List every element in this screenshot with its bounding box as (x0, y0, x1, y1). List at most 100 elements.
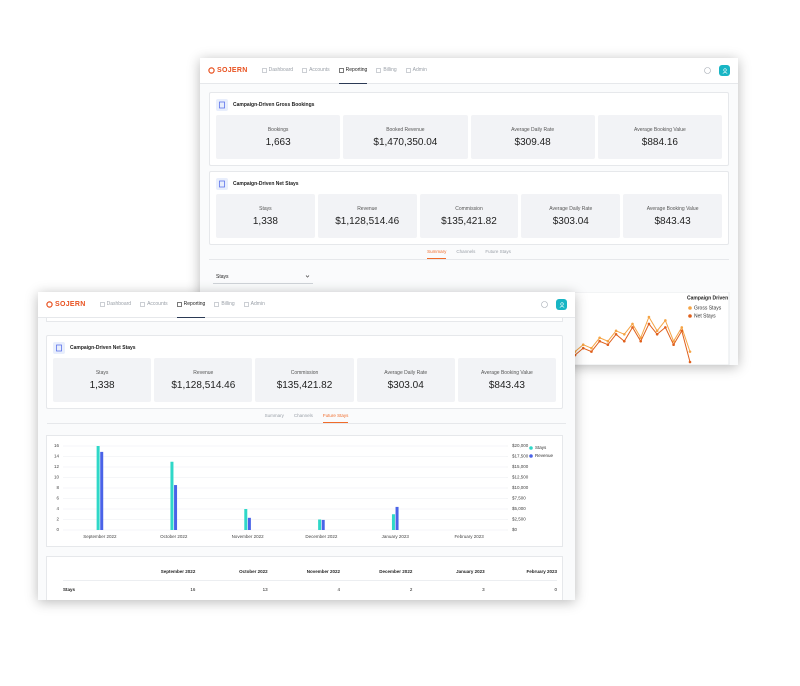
y2-tick-label: $20,000 (512, 443, 529, 448)
legend-marker (688, 306, 692, 310)
y-tick-label: 8 (56, 485, 59, 490)
y2-tick-label: $12,500 (512, 475, 529, 480)
avatar-button[interactable] (719, 65, 730, 76)
nav-tab[interactable]: Accounts (140, 292, 168, 318)
metric-box: Average Daily Rate $309.48 (470, 115, 595, 159)
y-tick-label: 2 (56, 517, 59, 522)
metric-label: Stays (95, 369, 109, 376)
line-point (622, 333, 626, 336)
metric-label: Average Booking Value (633, 126, 686, 133)
nav-tab-icon (214, 301, 220, 307)
card-icon-shape (56, 344, 62, 351)
logo-icon (208, 67, 215, 74)
metric-label: Stays (259, 205, 272, 212)
nav-tab[interactable]: Dashboard (261, 58, 293, 84)
line-point (614, 329, 618, 333)
nav-tab[interactable]: Reporting (338, 58, 368, 84)
nav-tab[interactable]: Reporting (176, 292, 206, 318)
x-tick-label: February 2023 (454, 534, 484, 539)
report-tab[interactable]: Future Stays (485, 249, 511, 254)
metric-row: Bookings 1,663 Booked Revenue $1,470,350.04… (216, 115, 722, 159)
table-header-cell: November 2022 (306, 569, 340, 574)
report-tab[interactable]: Channels (293, 413, 313, 418)
metric-label: Bookings (267, 126, 289, 133)
metric-label: Average Daily Rate (384, 369, 428, 376)
avatar-icon (722, 67, 727, 74)
chevron (305, 275, 310, 278)
line-point (647, 322, 651, 326)
avatar-body (722, 71, 727, 74)
nav-tab-label: Reporting (183, 301, 206, 307)
avatar-head (722, 67, 727, 72)
card-icon-bg (216, 98, 228, 111)
nav-tab[interactable]: Billing (376, 58, 397, 84)
card-icon (216, 177, 228, 190)
bar (96, 446, 100, 530)
table-header-cell: December 2022 (379, 569, 413, 574)
card-icon-bg (53, 341, 65, 354)
nav-tab-label: Dashboard (106, 301, 132, 307)
metric-value: $303.04 (387, 379, 424, 391)
metric-box: Revenue $1,128,514.46 (317, 194, 417, 238)
report-tabs: Summary Channels Future Stays (47, 411, 566, 424)
nav-tab[interactable]: Dashboard (99, 292, 132, 318)
metric-card: Campaign-Driven Net Stays Stays 1,338 Reven… (209, 171, 729, 245)
report-tab[interactable]: Summary (264, 413, 284, 418)
report-tab[interactable]: Future Stays (322, 411, 349, 423)
metric-card: Campaign-Driven Net Stays Stays 1,338 Reven… (46, 335, 563, 409)
line-point (631, 326, 634, 329)
table-header-cell: September 2022 (160, 569, 196, 574)
metric-label: Average Booking Value (481, 369, 533, 376)
nav-icon-shape (376, 67, 382, 73)
nav-tab[interactable]: Accounts (302, 58, 330, 84)
metric-label: Booked Revenue (386, 126, 425, 133)
metric-value: $303.04 (552, 215, 589, 227)
nav-tab[interactable]: Billing (214, 292, 235, 318)
nav-tab[interactable]: Admin (243, 292, 265, 318)
line-point (672, 343, 675, 346)
card-header: Campaign-Driven Gross Bookings (216, 98, 722, 111)
legend-marker (529, 446, 533, 450)
metric-label: Average Daily Rate (549, 205, 593, 212)
bar (247, 517, 251, 530)
nav-tab-icon (376, 67, 382, 73)
metric-label: Commission (455, 205, 483, 212)
nav-icon-shape (243, 301, 249, 307)
y-tick-label: 14 (54, 454, 60, 459)
line-point (581, 343, 585, 346)
card-icon-bg (216, 177, 228, 190)
nav-tab-icon (176, 301, 182, 307)
y-tick-label: 16 (54, 443, 60, 448)
metric-value: 1,338 (89, 379, 115, 391)
front-window: SOJERN Dashboard Accounts Reporting Billing A… (38, 292, 575, 600)
line-point (688, 350, 692, 353)
y-tick-label: 12 (54, 464, 60, 469)
stays-dropdown[interactable]: Stays (213, 270, 313, 284)
x-tick-label: October 2022 (160, 534, 188, 539)
nav-tab-icon (338, 67, 344, 73)
y2-tick-label: $7,500 (512, 496, 526, 501)
metric-value: 1,338 (252, 215, 278, 227)
nav-tab-label: Admin (412, 67, 427, 73)
y-tick-label: 4 (56, 506, 59, 511)
nav-tab[interactable]: Admin (405, 58, 427, 84)
bar-chart: 0 2 4 6 8 10 12 14 16 $0 $2,500 $5,000 $7,500 $10,000… (46, 435, 563, 547)
back-window: SOJERN Dashboard Accounts Reporting Billing A… (200, 58, 738, 365)
nav-icon-shape (214, 301, 220, 307)
card-header: Campaign-Driven Net Stays (53, 341, 556, 354)
legend-label: Revenue (535, 453, 554, 458)
metric-box: Stays 1,338 (216, 194, 315, 238)
report-tab[interactable]: Channels (456, 249, 476, 254)
metric-box: Revenue $1,128,514.46 (154, 358, 253, 402)
table-header: September 2022 October 2022 November 2022 D… (63, 563, 557, 581)
avatar-button[interactable] (556, 299, 567, 310)
metric-box: Booked Revenue $1,470,350.04 (343, 115, 468, 159)
report-tab[interactable]: Summary (427, 247, 447, 259)
help-icon (541, 301, 548, 308)
y-tick-label: 10 (54, 475, 60, 480)
nav-tab-icon (261, 67, 267, 73)
nav-tab-icon (99, 301, 105, 307)
metric-card: Campaign-Driven Gross Bookings Bookings 1,… (209, 92, 729, 166)
nav-icon-shape (176, 301, 182, 307)
table-cell: 4 (337, 587, 340, 592)
